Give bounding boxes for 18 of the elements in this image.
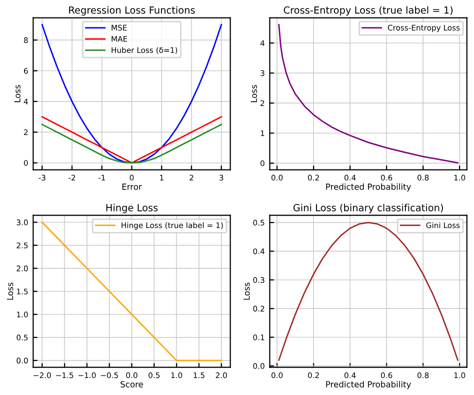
y-axis-title: Loss xyxy=(14,85,20,102)
chart-title: Cross-Entropy Loss (true label = 1) xyxy=(284,6,453,16)
y-axis-title: Loss xyxy=(250,85,258,102)
x-axis-title: Predicted Probability xyxy=(326,183,411,192)
y-axis-title: Loss xyxy=(6,282,14,300)
y-axis-title: Loss xyxy=(244,282,250,300)
line-series xyxy=(278,24,458,164)
line-series xyxy=(41,124,222,164)
line-series xyxy=(41,24,222,164)
chart-title: Hinge Loss xyxy=(106,204,158,214)
x-axis-title: Error xyxy=(122,184,142,190)
x-axis-title: Score xyxy=(120,381,143,388)
line-series xyxy=(41,116,222,164)
line-series xyxy=(278,222,458,361)
chart-title: Gini Loss (binary classification) xyxy=(293,204,443,214)
line-series xyxy=(41,222,222,362)
x-axis-title: Predicted Probability xyxy=(326,380,411,390)
chart-title: Regression Loss Functions xyxy=(69,6,195,16)
